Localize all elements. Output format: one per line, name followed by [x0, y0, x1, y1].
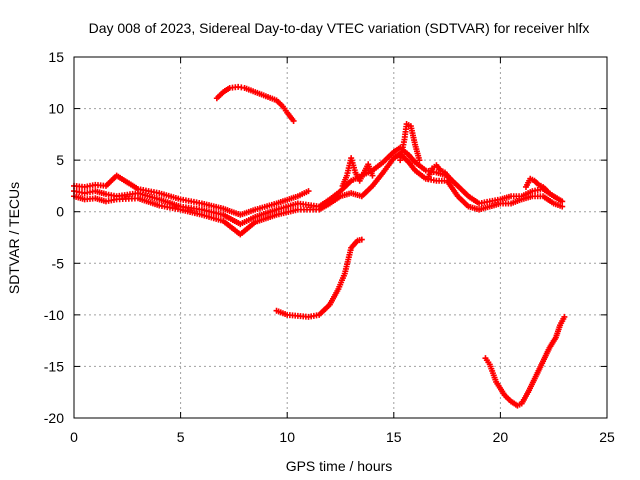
data-point	[544, 188, 551, 195]
y-tick-label: -5	[52, 255, 65, 271]
y-tick-label: 0	[56, 204, 64, 220]
series-main-band-lower	[71, 150, 566, 238]
data-point	[358, 236, 365, 243]
x-tick-label: 20	[493, 429, 509, 445]
series-spike-21h	[522, 175, 551, 195]
x-tick-label: 15	[386, 429, 402, 445]
series-main-band-middle	[71, 144, 566, 228]
grid-lines	[74, 57, 607, 418]
y-tick-label: -20	[44, 410, 64, 426]
y-tick-label: 15	[48, 49, 64, 65]
y-tick-label: -10	[44, 307, 64, 323]
series-arc-bottom	[482, 313, 568, 409]
data-point	[305, 188, 312, 195]
series-spike-13h	[339, 155, 376, 189]
data-point	[369, 172, 376, 179]
data-point	[290, 117, 297, 124]
axis-ticks: 0 5 10 15 20 25 -20 -15 -10 -5 0 5 10 15	[44, 49, 615, 445]
data-point	[559, 198, 566, 205]
data-point	[561, 313, 568, 320]
x-tick-label: 5	[177, 429, 185, 445]
y-axis-label: SDTVAR / TECUs	[6, 182, 22, 294]
series-spike-17h	[424, 162, 453, 182]
y-tick-label: -15	[44, 358, 64, 374]
plot-frame	[73, 56, 608, 419]
data-point	[559, 203, 566, 210]
data-point	[416, 157, 423, 164]
chart-title: Day 008 of 2023, Sidereal Day-to-day VTE…	[89, 20, 590, 36]
data-point	[446, 174, 453, 181]
series-arc-middle	[273, 236, 365, 320]
y-tick-label: 5	[56, 152, 64, 168]
x-axis-label: GPS time / hours	[286, 458, 393, 474]
series-main-band-upper	[71, 172, 312, 218]
series-arc-top	[213, 83, 297, 124]
x-tick-label: 0	[70, 429, 78, 445]
series-spike-15h	[397, 121, 423, 164]
x-tick-label: 25	[599, 429, 615, 445]
data-points	[71, 83, 568, 409]
x-tick-label: 10	[279, 429, 295, 445]
y-tick-label: 10	[48, 101, 64, 117]
